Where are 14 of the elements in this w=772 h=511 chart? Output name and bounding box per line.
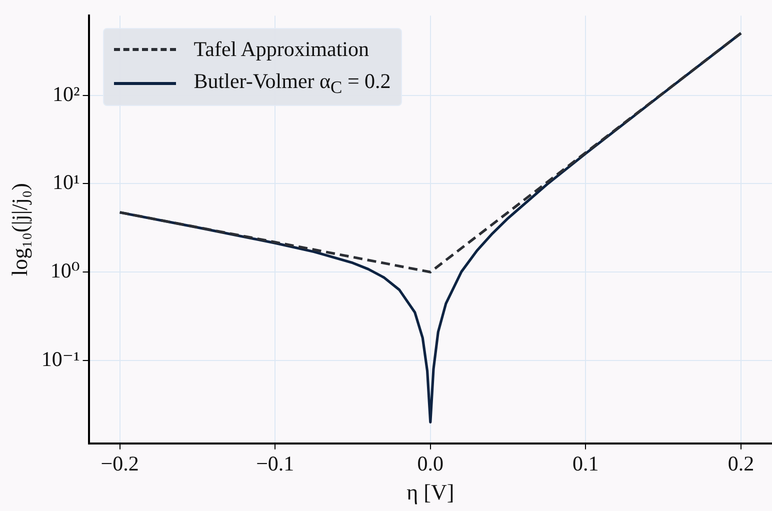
y-tick-label: 10² — [52, 82, 80, 106]
x-tick-label: 0.0 — [417, 452, 444, 476]
y-tick-label: 10⁰ — [50, 258, 80, 283]
x-axis-title: η [V] — [406, 480, 454, 505]
x-tick-label: −0.2 — [100, 452, 139, 476]
x-tick-label: 0.2 — [728, 452, 754, 476]
x-tick-label: 0.1 — [572, 452, 599, 476]
x-tick-label: −0.1 — [256, 452, 294, 476]
legend-label: Butler-Volmer α$_{C}$ = 0.2 — [194, 69, 391, 98]
y-tick-label: 10⁻¹ — [41, 346, 80, 371]
y-axis-title: log₁₀(|j|/j₀) — [6, 183, 32, 276]
y-tick-label: 10¹ — [52, 170, 80, 194]
line-series — [118, 32, 742, 274]
legend-label: Tafel Approximation — [194, 37, 370, 62]
